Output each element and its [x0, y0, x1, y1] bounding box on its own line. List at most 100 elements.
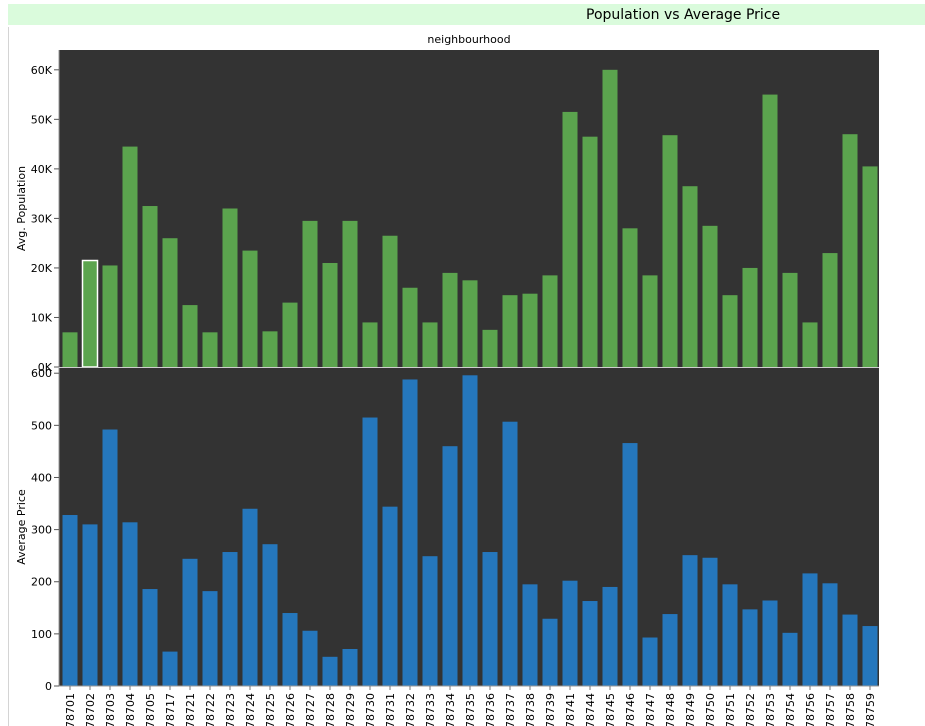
population-bar[interactable] — [462, 280, 478, 367]
price-bar[interactable] — [102, 429, 118, 686]
population-bar[interactable] — [302, 220, 318, 367]
price-bar[interactable] — [222, 552, 238, 686]
x-tick-label[interactable]: 78759 — [864, 693, 877, 726]
x-tick-label[interactable]: 78717 — [164, 693, 177, 726]
price-bar[interactable] — [422, 556, 438, 686]
x-tick-label[interactable]: 78736 — [484, 693, 497, 726]
price-bar[interactable] — [802, 573, 818, 686]
x-tick-label[interactable]: 78751 — [724, 693, 737, 726]
price-bar[interactable] — [722, 584, 738, 686]
x-tick-label[interactable]: 78747 — [644, 693, 657, 726]
x-tick-label[interactable]: 78726 — [284, 693, 297, 726]
x-tick-label[interactable]: 78749 — [684, 693, 697, 726]
x-tick-label[interactable]: 78744 — [584, 693, 597, 726]
x-tick-label[interactable]: 78704 — [124, 693, 137, 726]
price-bar[interactable] — [502, 421, 518, 686]
price-bar[interactable] — [522, 584, 538, 686]
x-tick-label[interactable]: 78738 — [524, 693, 537, 726]
x-tick-label[interactable]: 78702 — [84, 693, 97, 726]
price-bar[interactable] — [742, 609, 758, 686]
population-bar[interactable] — [362, 322, 378, 367]
price-bar[interactable] — [542, 618, 558, 686]
x-tick-label[interactable]: 78737 — [504, 693, 517, 726]
population-bar[interactable] — [782, 272, 798, 367]
x-tick-label[interactable]: 78758 — [844, 693, 857, 726]
price-bar[interactable] — [822, 583, 838, 686]
population-bar[interactable] — [562, 111, 578, 367]
x-tick-label[interactable]: 78739 — [544, 693, 557, 726]
population-bar[interactable] — [242, 250, 258, 367]
price-bar[interactable] — [682, 555, 698, 686]
price-bar[interactable] — [562, 580, 578, 686]
x-tick-label[interactable]: 78732 — [404, 693, 417, 726]
population-bar[interactable] — [842, 134, 858, 367]
population-bar[interactable] — [442, 272, 458, 367]
x-tick-label[interactable]: 78756 — [804, 693, 817, 726]
population-bar[interactable] — [202, 332, 218, 367]
price-bar[interactable] — [322, 656, 338, 686]
x-tick-label[interactable]: 78757 — [824, 693, 837, 726]
population-bar[interactable] — [742, 267, 758, 367]
population-bar[interactable] — [502, 295, 518, 367]
price-bar[interactable] — [382, 506, 398, 686]
population-bar[interactable] — [622, 228, 638, 367]
price-bar[interactable] — [702, 557, 718, 686]
price-bar[interactable] — [862, 626, 878, 686]
population-bar[interactable] — [822, 253, 838, 367]
population-bar[interactable] — [602, 69, 618, 367]
x-tick-label[interactable]: 78730 — [364, 693, 377, 726]
population-bar[interactable] — [122, 146, 138, 367]
price-bar[interactable] — [622, 443, 638, 686]
price-bar[interactable] — [642, 637, 658, 686]
x-tick-label[interactable]: 78701 — [64, 693, 77, 726]
population-bar[interactable] — [342, 220, 358, 367]
x-tick-label[interactable]: 78727 — [304, 693, 317, 726]
population-bar[interactable] — [522, 293, 538, 367]
price-bar[interactable] — [342, 648, 358, 686]
price-bar[interactable] — [162, 651, 178, 686]
price-bar[interactable] — [82, 524, 98, 686]
population-bar[interactable] — [802, 322, 818, 367]
x-tick-label[interactable]: 78748 — [664, 693, 677, 726]
x-tick-label[interactable]: 78746 — [624, 693, 637, 726]
price-bar[interactable] — [782, 632, 798, 686]
x-tick-label[interactable]: 78750 — [704, 693, 717, 726]
population-bar[interactable] — [542, 275, 558, 367]
population-bar[interactable] — [282, 302, 298, 367]
price-bar[interactable] — [582, 601, 598, 686]
population-bar[interactable] — [162, 238, 178, 367]
x-tick-label[interactable]: 78705 — [144, 693, 157, 726]
x-tick-label[interactable]: 78722 — [204, 693, 217, 726]
price-bar[interactable] — [202, 591, 218, 686]
population-bar[interactable] — [762, 94, 778, 367]
price-bar[interactable] — [262, 544, 278, 686]
population-bar[interactable] — [81, 259, 99, 368]
population-bar[interactable] — [582, 136, 598, 367]
population-bar[interactable] — [702, 225, 718, 367]
population-bar[interactable] — [322, 262, 338, 367]
price-bar[interactable] — [362, 417, 378, 686]
population-bar[interactable] — [62, 332, 78, 367]
price-bar[interactable] — [182, 558, 198, 686]
price-bar[interactable] — [482, 552, 498, 686]
x-tick-label[interactable]: 78731 — [384, 693, 397, 726]
price-bar[interactable] — [402, 379, 418, 686]
x-tick-label[interactable]: 78729 — [344, 693, 357, 726]
price-bar[interactable] — [462, 375, 478, 686]
price-bar[interactable] — [282, 613, 298, 686]
price-bar[interactable] — [762, 600, 778, 686]
x-tick-label[interactable]: 78734 — [444, 693, 457, 726]
population-bar[interactable] — [482, 329, 498, 367]
x-tick-label[interactable]: 78733 — [424, 693, 437, 726]
x-tick-label[interactable]: 78728 — [324, 693, 337, 726]
population-bar[interactable] — [862, 166, 878, 367]
x-tick-label[interactable]: 78745 — [604, 693, 617, 726]
price-bar[interactable] — [302, 630, 318, 686]
price-bar[interactable] — [122, 522, 138, 686]
price-bar[interactable] — [662, 614, 678, 686]
population-bar[interactable] — [382, 235, 398, 367]
population-bar[interactable] — [722, 295, 738, 367]
population-bar[interactable] — [102, 265, 118, 367]
price-bar[interactable] — [62, 515, 78, 686]
population-bar[interactable] — [142, 206, 158, 367]
